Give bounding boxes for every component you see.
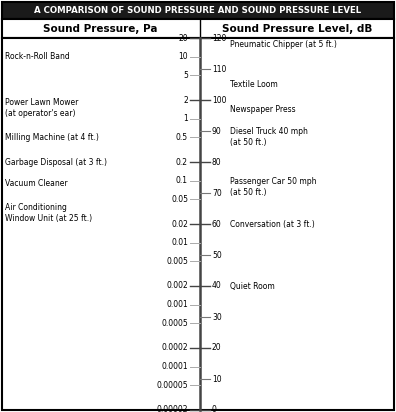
Text: 0.002: 0.002 [166, 281, 188, 290]
Text: 20: 20 [178, 33, 188, 42]
Text: Power Lawn Mower
(at operator's ear): Power Lawn Mower (at operator's ear) [5, 98, 78, 118]
Text: Sound Pressure, Pa: Sound Pressure, Pa [43, 23, 157, 33]
Text: 10: 10 [212, 375, 222, 384]
Text: Rock-n-Roll Band: Rock-n-Roll Band [5, 52, 70, 61]
Text: 0.0005: 0.0005 [161, 319, 188, 328]
Text: 0.02: 0.02 [171, 220, 188, 229]
Text: 5: 5 [183, 71, 188, 80]
Text: 90: 90 [212, 126, 222, 136]
Bar [2, 2, 394, 19]
Text: 120: 120 [212, 33, 227, 42]
Text: 0: 0 [212, 405, 217, 412]
Text: 10: 10 [178, 52, 188, 61]
Text: 2: 2 [183, 96, 188, 105]
Text: Milling Machine (at 4 ft.): Milling Machine (at 4 ft.) [5, 133, 99, 142]
Text: 0.00005: 0.00005 [156, 381, 188, 390]
Text: Textile Loom: Textile Loom [230, 80, 278, 89]
Text: 0.005: 0.005 [166, 257, 188, 266]
Text: 60: 60 [212, 220, 222, 229]
Text: 70: 70 [212, 189, 222, 197]
Text: 80: 80 [212, 157, 222, 166]
Text: 0.2: 0.2 [176, 157, 188, 166]
Text: 0.001: 0.001 [166, 300, 188, 309]
Text: 20: 20 [212, 344, 222, 353]
Text: Conversation (at 3 ft.): Conversation (at 3 ft.) [230, 220, 315, 229]
Text: Vacuum Cleaner: Vacuum Cleaner [5, 179, 68, 188]
Text: Passenger Car 50 mph
(at 50 ft.): Passenger Car 50 mph (at 50 ft.) [230, 177, 316, 197]
Text: Sound Pressure Level, dB: Sound Pressure Level, dB [222, 23, 372, 33]
Bar [2, 19, 394, 38]
Text: Quiet Room: Quiet Room [230, 281, 275, 290]
Text: Diesel Truck 40 mph
(at 50 ft.): Diesel Truck 40 mph (at 50 ft.) [230, 127, 308, 147]
Text: 1: 1 [183, 114, 188, 123]
Text: 0.0001: 0.0001 [162, 362, 188, 371]
Text: 0.05: 0.05 [171, 195, 188, 204]
Text: 40: 40 [212, 281, 222, 290]
Text: Air Conditioning
Window Unit (at 25 ft.): Air Conditioning Window Unit (at 25 ft.) [5, 203, 92, 223]
Text: Garbage Disposal (at 3 ft.): Garbage Disposal (at 3 ft.) [5, 157, 107, 166]
Text: 100: 100 [212, 96, 227, 105]
Text: Pneumatic Chipper (at 5 ft.): Pneumatic Chipper (at 5 ft.) [230, 40, 337, 49]
Text: 0.00002: 0.00002 [156, 405, 188, 412]
Text: 30: 30 [212, 312, 222, 321]
Text: A COMPARISON OF SOUND PRESSURE AND SOUND PRESSURE LEVEL: A COMPARISON OF SOUND PRESSURE AND SOUND… [34, 6, 362, 15]
Text: Newspaper Press: Newspaper Press [230, 105, 296, 114]
Text: 110: 110 [212, 65, 227, 73]
Text: 50: 50 [212, 250, 222, 260]
Text: 0.1: 0.1 [176, 176, 188, 185]
Text: 0.0002: 0.0002 [162, 344, 188, 353]
Text: 0.01: 0.01 [171, 238, 188, 247]
Text: 0.5: 0.5 [176, 133, 188, 142]
